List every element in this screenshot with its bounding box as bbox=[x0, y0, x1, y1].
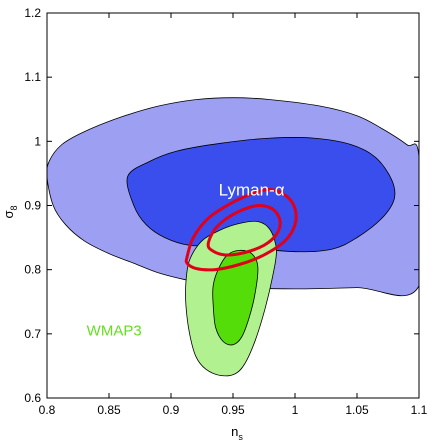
y-tick-label: 1.1 bbox=[24, 70, 41, 84]
x-tick-label: 0.95 bbox=[221, 403, 245, 417]
x-tick-label: 1.1 bbox=[411, 403, 428, 417]
x-tick-label: 0.9 bbox=[163, 403, 180, 417]
x-axis-label: ns bbox=[231, 424, 243, 442]
line-combined-95 bbox=[184, 187, 298, 272]
y-axis-label: σ8 bbox=[1, 205, 19, 218]
y-axis-label-subscript: 8 bbox=[9, 205, 19, 210]
y-tick-label: 0.9 bbox=[24, 199, 41, 213]
x-tick-label: 1 bbox=[292, 403, 299, 417]
y-tick-label: 1.2 bbox=[24, 6, 41, 20]
contour-lines bbox=[184, 187, 298, 272]
tick-labels: 0.8 0.85 0.9 0.95 1 1.05 1.1 0.6 0.7 0.8 0.9 1 1.1 1.… bbox=[24, 6, 427, 417]
y-tick-label: 1 bbox=[34, 134, 41, 148]
contour-regions bbox=[47, 97, 419, 377]
annotation-lyman-alpha: Lyman-α bbox=[219, 180, 285, 199]
x-tick-label: 1.05 bbox=[345, 403, 369, 417]
y-tick-label: 0.8 bbox=[24, 263, 41, 277]
x-tick-label: 0.85 bbox=[97, 403, 121, 417]
line-combined-68 bbox=[206, 203, 282, 257]
annotation-wmap3: WMAP3 bbox=[87, 323, 142, 340]
axis-ticks bbox=[46, 12, 420, 399]
region-lyman-alpha-68 bbox=[126, 137, 396, 253]
y-tick-label: 0.7 bbox=[24, 327, 41, 341]
x-tick-label: 0.8 bbox=[39, 403, 56, 417]
x-axis-label-subscript: s bbox=[238, 432, 243, 442]
y-tick-label: 0.6 bbox=[24, 391, 41, 405]
